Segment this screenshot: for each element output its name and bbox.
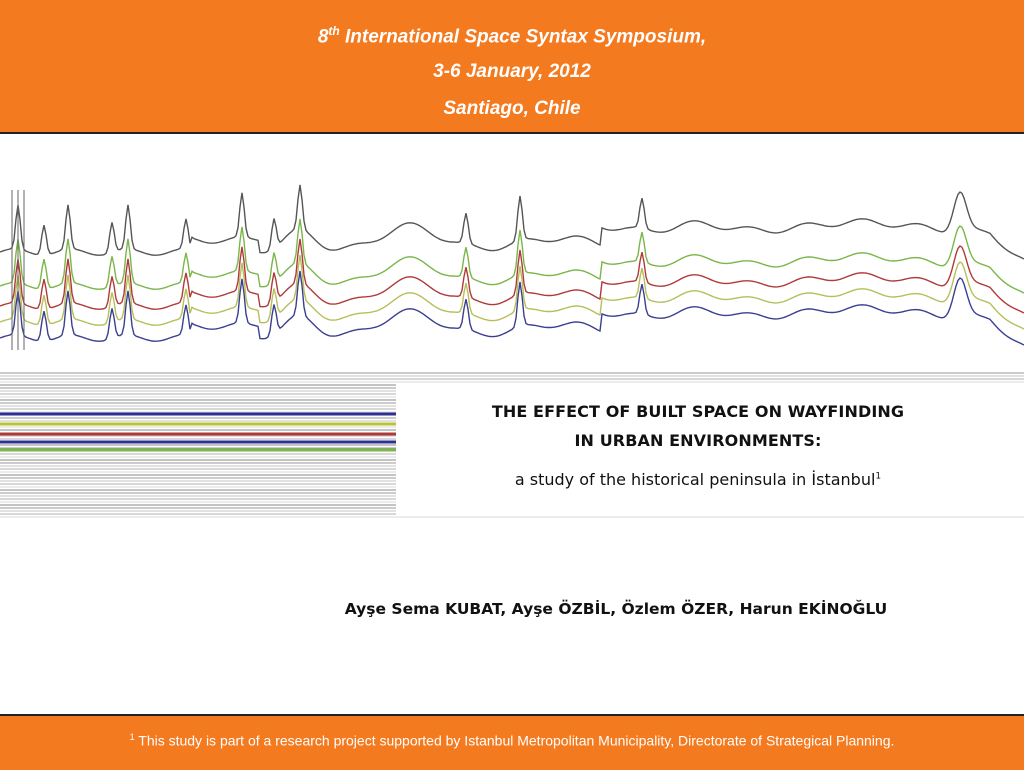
subtitle-text: a study of the historical peninsula in İ… xyxy=(514,470,876,489)
symposium-name: International Space Syntax Symposium, xyxy=(345,26,707,48)
title-line-2: IN URBAN ENVIRONMENTS: xyxy=(574,431,822,450)
ordinal: 8 xyxy=(317,26,329,48)
header-banner: 8th International Space Syntax Symposium… xyxy=(0,0,1024,134)
subtitle: a study of the historical peninsula in İ… xyxy=(396,470,1000,489)
ordinal-suffix: th xyxy=(328,24,340,38)
profile-line xyxy=(0,254,1024,330)
title-line-1: THE EFFECT OF BUILT SPACE ON WAYFINDING xyxy=(491,402,905,421)
footnote-marker: 1 xyxy=(875,471,882,482)
title-box: THE EFFECT OF BUILT SPACE ON WAYFINDING … xyxy=(396,384,1024,516)
symposium-line: 8th International Space Syntax Symposium… xyxy=(0,24,1024,48)
profile-line xyxy=(0,184,1024,260)
footnote-text: This study is part of a research project… xyxy=(134,732,895,749)
footnote-number: 1 xyxy=(129,732,135,742)
footnote: 1 This study is part of a research proje… xyxy=(0,732,1024,749)
symposium-location: Santiago, Chile xyxy=(443,98,581,119)
symposium-dates: 3-6 January, 2012 xyxy=(433,61,591,82)
profile-line xyxy=(0,270,1024,346)
authors: Ayşe Sema KUBAT, Ayşe ÖZBİL, Özlem ÖZER,… xyxy=(344,600,888,618)
footer-banner: 1 This study is part of a research proje… xyxy=(0,714,1024,770)
profile-line xyxy=(0,238,1024,314)
profile-line xyxy=(0,218,1024,294)
skyline-profile-graphic xyxy=(0,184,1024,350)
